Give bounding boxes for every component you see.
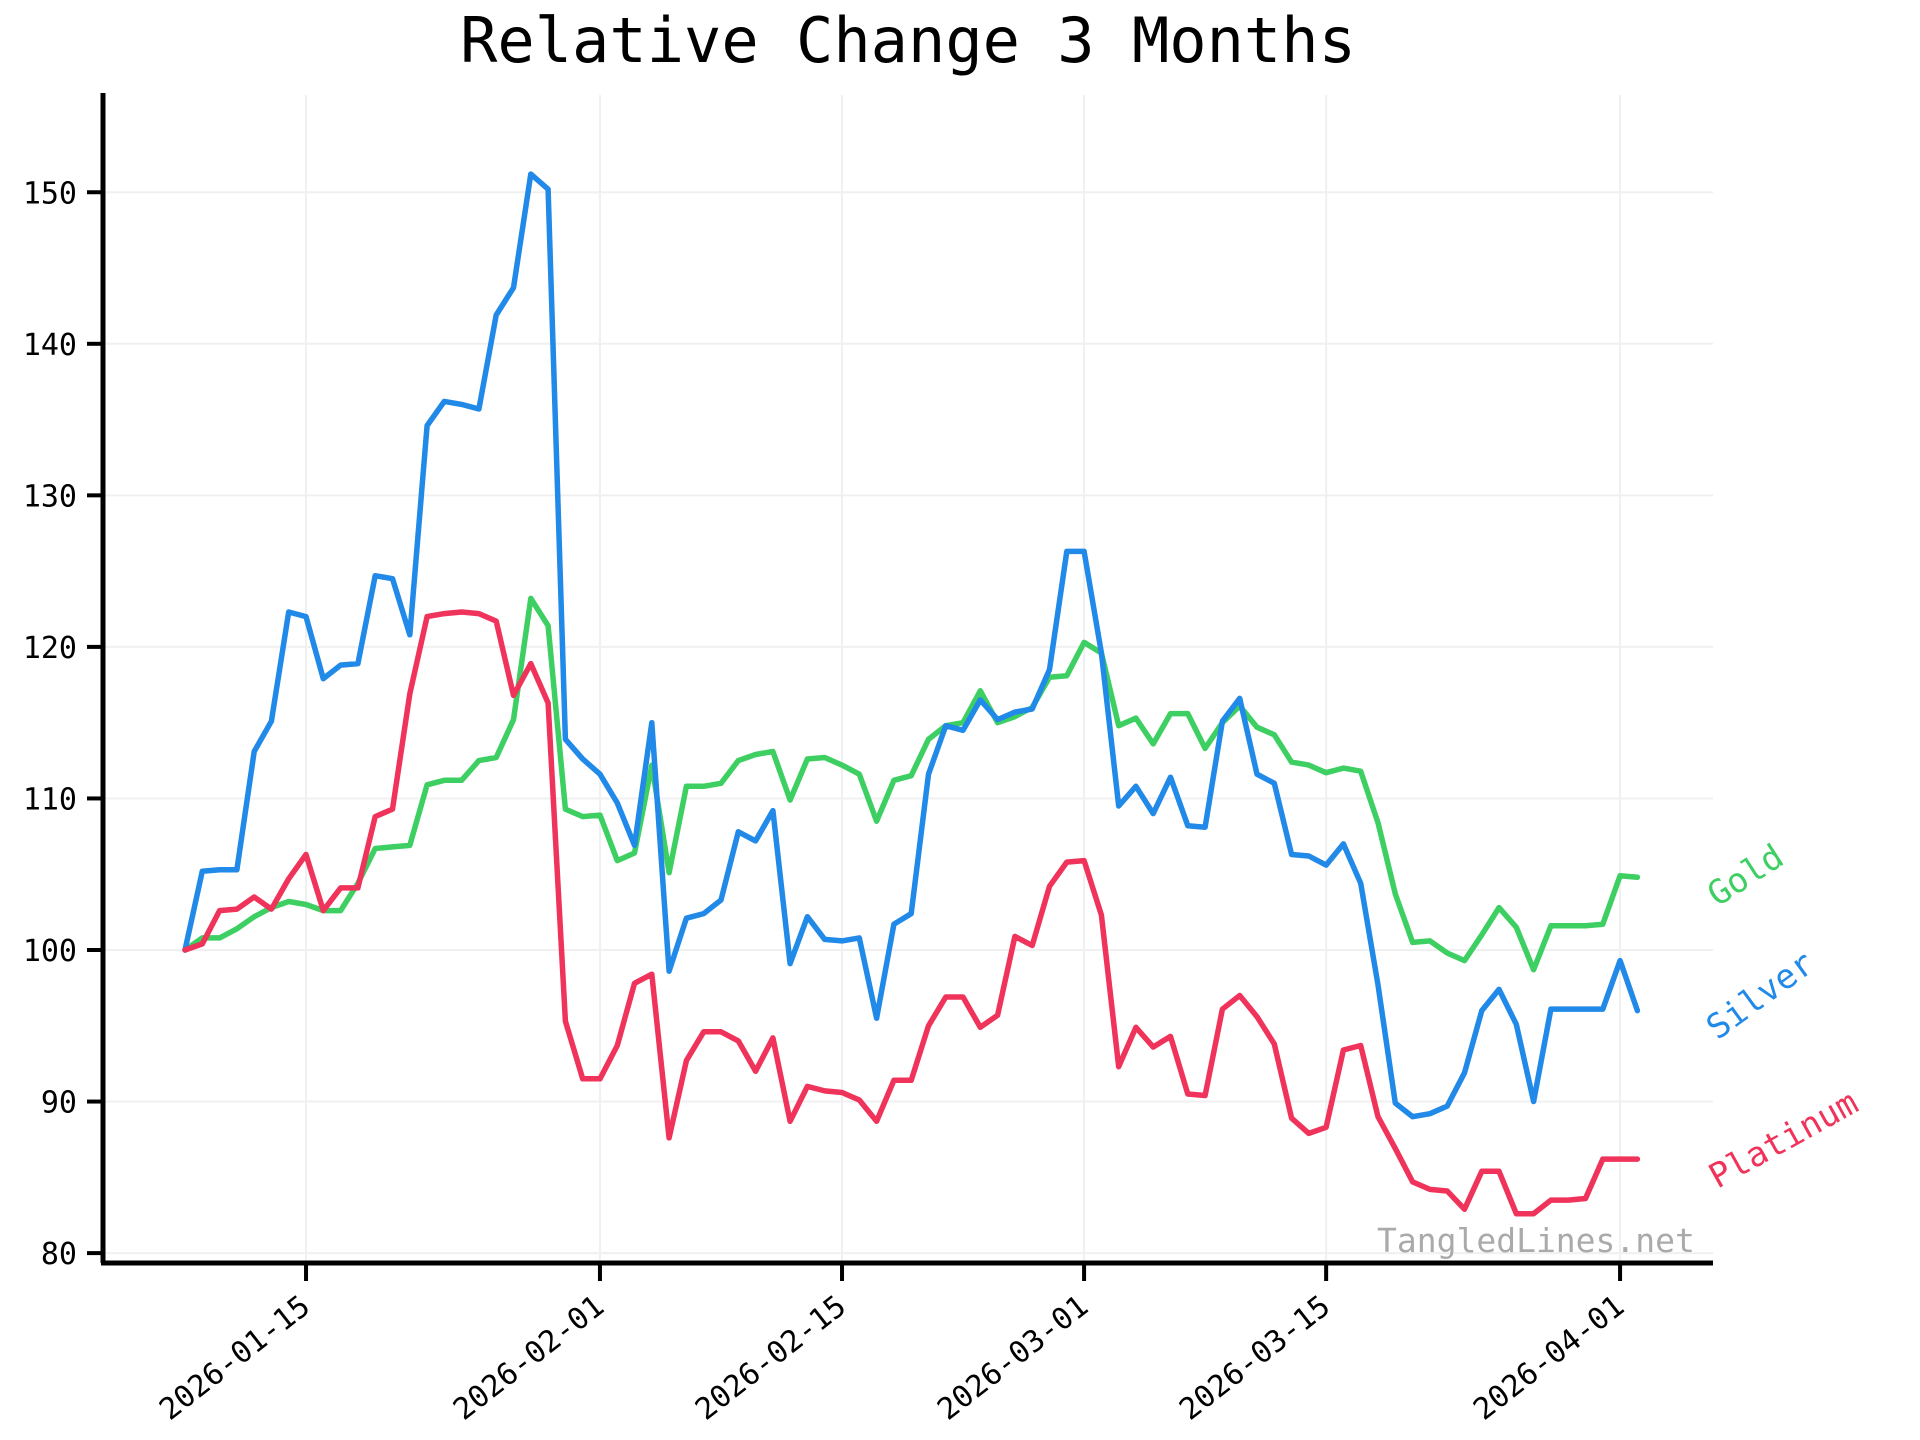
x-tick-label: 2026-03-01 xyxy=(931,1289,1095,1428)
chart-title: Relative Change 3 Months xyxy=(460,4,1356,77)
series-end-labels: Gold Silver Platinum xyxy=(1699,837,1865,1197)
silver-line xyxy=(182,171,1641,1120)
watermark: TangledLines.net xyxy=(1377,1221,1695,1260)
x-tick-label: 2026-02-15 xyxy=(689,1289,853,1428)
y-tick-label: 150 xyxy=(23,176,77,211)
platinum-line xyxy=(182,609,1641,1217)
x-tick-label: 2026-03-15 xyxy=(1173,1289,1337,1428)
y-tick-label: 130 xyxy=(23,479,77,514)
x-tick-label: 2026-04-01 xyxy=(1467,1289,1631,1428)
y-tick-label: 80 xyxy=(41,1237,77,1272)
y-tick-label: 110 xyxy=(23,782,77,817)
y-tick-label: 100 xyxy=(23,934,77,969)
series-lines xyxy=(182,171,1641,1217)
axes xyxy=(87,93,1713,1281)
x-tick-label: 2026-02-01 xyxy=(447,1289,611,1428)
y-tick-label: 90 xyxy=(41,1086,77,1121)
legend-label-platinum: Platinum xyxy=(1702,1083,1865,1197)
x-tick-label: 2026-01-15 xyxy=(153,1289,317,1428)
y-tick-label: 140 xyxy=(23,328,77,363)
gridlines xyxy=(103,95,1713,1263)
legend-label-gold: Gold xyxy=(1700,837,1790,915)
legend-label-silver: Silver xyxy=(1699,943,1822,1048)
y-tick-label: 120 xyxy=(23,631,77,666)
gold-line xyxy=(182,595,1641,973)
